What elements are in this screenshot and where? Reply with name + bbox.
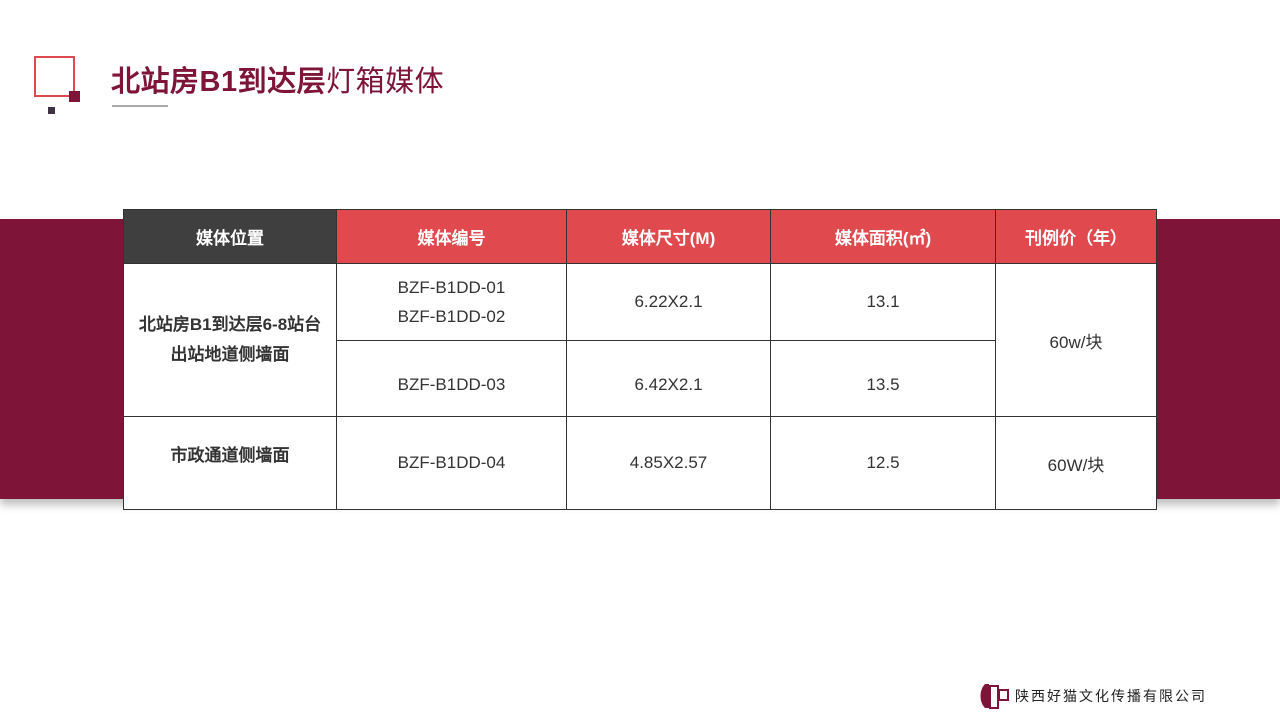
code: BZF-B1DD-01 (397, 278, 506, 297)
cell-price: 60w/块 (995, 263, 1157, 417)
table-row: 北站房B1到达层6-8站台出站地道侧墙面 BZF-B1DD-01 BZF-B1DD… (123, 263, 1157, 417)
decor-square-filled (69, 91, 80, 102)
table-header: 媒体位置 媒体编号 媒体尺寸(M) 媒体面积(㎡) 刊例价（年） (123, 209, 1157, 264)
cell-price: 60W/块 (995, 416, 1157, 510)
cell-area: 12.5 (770, 416, 996, 510)
decor-square-small (48, 107, 55, 114)
company-logo: 陕西好猫文化传播有限公司 (977, 680, 1207, 712)
code: BZF-B1DD-02 (397, 307, 506, 326)
title-normal: 灯箱媒体 (326, 66, 445, 98)
cell-codes: BZF-B1DD-01 BZF-B1DD-02 (336, 263, 567, 341)
cell-area: 13.1 (770, 263, 996, 341)
cell-area: 13.5 (770, 340, 996, 417)
cell-size: 6.42X2.1 (566, 340, 771, 417)
cell-code: BZF-B1DD-03 (336, 340, 567, 417)
header-size: 媒体尺寸(M) (566, 209, 771, 264)
cell-size: 6.22X2.1 (566, 263, 771, 341)
cell-code: BZF-B1DD-04 (336, 416, 567, 510)
cell-location: 市政通道侧墙面 (123, 416, 337, 510)
media-table: 媒体位置 媒体编号 媒体尺寸(M) 媒体面积(㎡) 刊例价（年） 北站房B1到达… (123, 209, 1157, 510)
header-location: 媒体位置 (123, 209, 337, 264)
cell-size: 4.85X2.57 (566, 416, 771, 510)
table-row: 市政通道侧墙面 BZF-B1DD-04 4.85X2.57 12.5 60W/块 (123, 416, 1157, 510)
header-code: 媒体编号 (336, 209, 567, 264)
title-underline (112, 105, 168, 107)
company-logo-icon (980, 684, 1009, 709)
page-title: 北站房B1到达层灯箱媒体 (111, 58, 444, 100)
cell-location: 北站房B1到达层6-8站台出站地道侧墙面 (123, 263, 337, 417)
header-price: 刊例价（年） (995, 209, 1157, 264)
title-bold: 北站房B1到达层 (111, 66, 327, 98)
decor-square-outline (34, 56, 75, 97)
company-name: 陕西好猫文化传播有限公司 (1015, 689, 1207, 705)
header-area: 媒体面积(㎡) (770, 209, 996, 264)
